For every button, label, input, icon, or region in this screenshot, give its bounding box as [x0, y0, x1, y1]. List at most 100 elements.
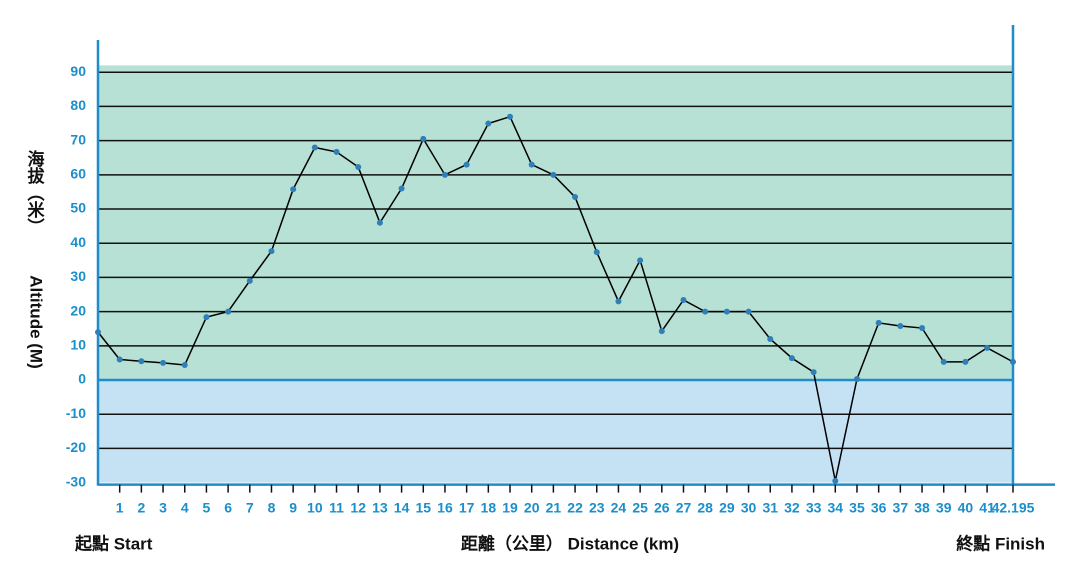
- data-point: [1010, 358, 1016, 365]
- x-tick-label: 5: [203, 499, 211, 515]
- data-point: [919, 325, 926, 332]
- x-tick-label: 35: [849, 499, 865, 515]
- y-tick-label: 30: [70, 268, 86, 284]
- y-tick-label: -10: [66, 405, 86, 421]
- data-point: [550, 171, 557, 178]
- start-label: 起點 Start: [74, 533, 153, 553]
- data-point: [95, 329, 101, 336]
- y-tick-label: 90: [70, 63, 86, 79]
- data-point: [702, 308, 709, 315]
- data-point: [311, 144, 318, 151]
- x-tick-label: 11: [329, 499, 344, 515]
- y-tick-label: -20: [66, 439, 86, 455]
- data-point: [832, 477, 839, 484]
- x-tick-label: 10: [307, 499, 323, 515]
- data-point: [962, 358, 969, 365]
- y-tick-label: -30: [66, 473, 86, 489]
- x-tick-label: 23: [589, 499, 605, 515]
- x-tick-label: 39: [936, 499, 952, 515]
- data-point: [203, 314, 210, 321]
- data-point: [441, 171, 448, 178]
- y-tick-label: 20: [70, 302, 86, 318]
- x-tick-label: 20: [524, 499, 540, 515]
- y-axis-label-zh: 海拔（米）: [25, 149, 45, 235]
- data-point: [723, 308, 730, 315]
- y-tick-label: 50: [70, 200, 86, 216]
- y-tick-label: 70: [70, 131, 86, 147]
- data-point: [225, 308, 232, 315]
- data-point: [376, 219, 383, 226]
- x-tick-label: 29: [719, 499, 735, 515]
- x-tick-label: 40: [958, 499, 974, 515]
- y-tick-label: 60: [70, 166, 86, 182]
- data-point: [246, 277, 253, 284]
- data-point: [528, 161, 535, 168]
- data-point: [181, 361, 188, 368]
- x-tick-label: 37: [893, 499, 909, 515]
- y-axis-label: Altitude (M): [27, 275, 46, 368]
- data-point: [788, 355, 795, 362]
- x-tick-label: 42.195: [992, 499, 1035, 515]
- x-tick-label: 33: [806, 499, 822, 515]
- x-tick-label: 31: [762, 499, 778, 515]
- x-tick-label: 28: [697, 499, 713, 515]
- x-tick-label: 16: [437, 499, 453, 515]
- data-point: [485, 120, 492, 127]
- data-point: [463, 161, 470, 168]
- data-point: [355, 163, 362, 170]
- x-tick-label: 12: [350, 499, 366, 515]
- x-tick-label: 34: [828, 499, 844, 515]
- x-tick-label: 17: [459, 499, 475, 515]
- data-point: [658, 328, 665, 335]
- x-tick-label: 24: [611, 499, 627, 515]
- data-point: [420, 135, 427, 142]
- x-tick-label: 21: [546, 499, 562, 515]
- y-tick-label: 80: [70, 97, 86, 113]
- x-tick-label: 15: [415, 499, 431, 515]
- x-tick-label: 36: [871, 499, 887, 515]
- x-tick-label: 1: [116, 499, 124, 515]
- data-point: [853, 375, 860, 382]
- data-point: [940, 358, 947, 365]
- y-tick-label: 40: [70, 234, 86, 250]
- data-point: [984, 344, 991, 351]
- data-point: [333, 148, 340, 155]
- data-point: [268, 248, 275, 255]
- x-tick-label: 22: [567, 499, 583, 515]
- x-tick-label: 4: [181, 499, 189, 515]
- x-tick-label: 30: [741, 499, 757, 515]
- x-tick-label: 41: [979, 499, 995, 515]
- x-tick-label: 19: [502, 499, 518, 515]
- x-tick-label: 32: [784, 499, 800, 515]
- data-point: [507, 113, 514, 120]
- x-tick-label: 25: [632, 499, 648, 515]
- x-tick-label: 38: [914, 499, 930, 515]
- data-point: [615, 298, 622, 305]
- data-point: [116, 356, 123, 363]
- x-tick-label: 3: [159, 499, 167, 515]
- y-tick-label: 10: [70, 337, 86, 353]
- data-point: [593, 249, 600, 256]
- x-tick-label: 14: [394, 499, 410, 515]
- data-point: [290, 186, 297, 193]
- x-tick-label: 27: [676, 499, 692, 515]
- data-point: [680, 296, 687, 303]
- data-point: [572, 194, 579, 201]
- x-tick-label: 13: [372, 499, 388, 515]
- x-tick-label: 6: [224, 499, 232, 515]
- data-point: [160, 359, 167, 366]
- data-point: [810, 369, 817, 376]
- x-tick-label: 26: [654, 499, 670, 515]
- above-zero-area: [98, 65, 1013, 381]
- x-tick-label: 8: [268, 499, 276, 515]
- data-point: [745, 308, 752, 315]
- x-axis-label: 距離（公里） Distance (km): [461, 533, 679, 553]
- data-point: [875, 319, 882, 326]
- x-tick-label: 9: [289, 499, 297, 515]
- data-point: [767, 335, 774, 342]
- data-point: [138, 358, 145, 365]
- x-tick-label: 18: [481, 499, 497, 515]
- data-point: [398, 185, 405, 192]
- below-zero-area: [98, 380, 1013, 483]
- data-point: [637, 257, 644, 264]
